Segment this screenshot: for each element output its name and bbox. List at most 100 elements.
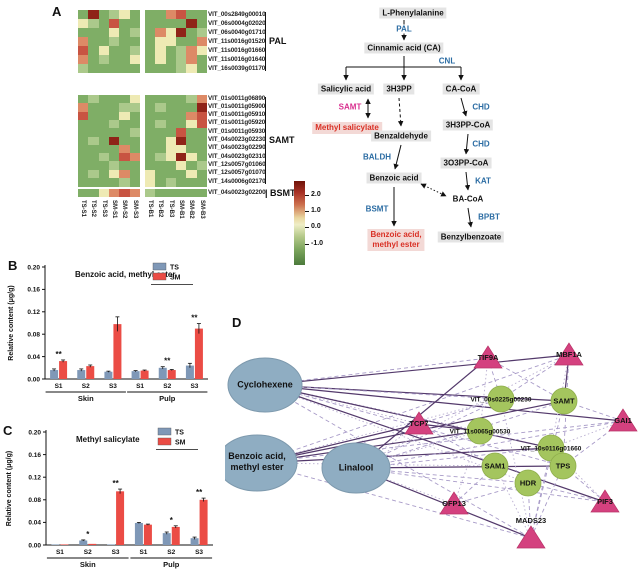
heatmap-cell: [119, 144, 131, 154]
heatmap-cell: [98, 189, 110, 198]
heatmap-cell: [165, 28, 177, 38]
heatmap-cell: [196, 144, 208, 154]
heatmap-cell: [78, 55, 89, 65]
bar-TS-S2: [158, 367, 167, 379]
x-category-label: S2: [82, 383, 90, 390]
network-edge: [355, 465, 564, 469]
enzyme-label-cnl: CNL: [437, 56, 457, 66]
network-edge: [562, 465, 606, 503]
network-edge: [264, 384, 552, 449]
heatmap-cell: [109, 103, 120, 112]
metabolite-bame: Benzoic acid, methyl ester: [367, 229, 425, 251]
heatmap-cell: [129, 144, 141, 154]
heatmap-cell: [109, 64, 120, 74]
network-label-bame: Benzoic acid,: [228, 451, 286, 461]
network-edge: [264, 384, 532, 539]
pathway-diagram: L-Phenylalanine Cinnamic acid (CA) Salicyl…: [312, 0, 639, 260]
heatmap-cell: [186, 178, 198, 187]
heatmap-cell: [78, 37, 89, 47]
network-label-mbf1a: MBF1A: [556, 350, 582, 359]
heatmap-cell: [186, 111, 198, 121]
heatmap-cell: [109, 28, 120, 38]
gene-id-label: VIT_11s0016g01640: [208, 55, 266, 63]
x-category-label: S2: [84, 549, 92, 556]
heatmap-cell: [145, 128, 156, 137]
heatmap-cell: [165, 189, 177, 198]
heatmap-cell: [196, 64, 208, 74]
heatmap-cell: [119, 189, 131, 198]
heatmap-cell: [88, 189, 100, 198]
heatmap-cell: [186, 189, 198, 198]
network-edge: [530, 400, 565, 539]
heatmap-cell: [196, 119, 208, 129]
heatmap-cell: [165, 64, 177, 74]
heatmap-cell: [196, 136, 208, 146]
network-node-tif9a: [473, 345, 503, 369]
heatmap-cell: [165, 153, 177, 162]
heatmap-cell: [129, 128, 141, 137]
heatmap-cell: [88, 55, 100, 65]
heatmap-cell: [119, 178, 131, 187]
enzyme-label-bsmt: BSMT: [364, 204, 390, 214]
heatmap-cell: [165, 128, 177, 137]
x-category-label: S1: [136, 383, 144, 390]
heatmap-cell: [165, 111, 177, 121]
group-bracket: [265, 97, 266, 185]
significance-mark: *: [170, 516, 174, 525]
network-edge: [256, 420, 624, 464]
gene-id-label: VIT_11s0016g01660: [208, 46, 266, 54]
heatmap-cell: [78, 153, 89, 162]
bar-chart-B: 0.00 0.04 0.08 0.12 0.16 0.20 Relative content…: [8, 262, 208, 403]
heatmap-cell: [155, 178, 167, 187]
heatmap-cell: [165, 46, 177, 56]
network-label-v10: VIT_10s0116g01660: [521, 446, 582, 453]
legend-swatch-SM: [152, 272, 167, 281]
heatmap-cell: [78, 178, 89, 187]
heatmap-cell: [145, 95, 156, 104]
heatmap-cell: [176, 103, 187, 112]
heatmap-cell: [98, 144, 110, 154]
pathway-arrow: [460, 97, 468, 117]
y-tick-label: 0.00: [27, 376, 40, 383]
heatmap-cell: [176, 119, 187, 129]
heatmap-cell: [145, 19, 156, 29]
heatmap-cell: [186, 46, 198, 56]
y-tick-label: 0.20: [27, 264, 40, 271]
network-label-linalool: Linalool: [339, 463, 374, 473]
network-node-v11: [466, 417, 494, 445]
network-panel: Cyclohexene Benzoic acid, methyl ester Lina…: [225, 312, 639, 579]
heatmap-cell: [176, 189, 187, 198]
heatmap-cell: [145, 103, 156, 112]
bar-TS-S1: [134, 522, 143, 545]
pathway-arrow: [464, 171, 471, 191]
metabolite-sa: Salicylic acid: [317, 83, 375, 95]
network-node-tcp7: [404, 411, 434, 435]
heatmap-cell: [145, 161, 156, 171]
x-category-label: S2: [167, 549, 175, 556]
heatmap-cell: [78, 10, 89, 20]
heatmap-cell: [176, 144, 187, 154]
heatmap-cell: [145, 136, 156, 146]
metabolite-phe: L-Phenylalanine: [379, 7, 447, 19]
enzyme-label-pal: PAL: [395, 24, 413, 34]
pathway-arrow: [420, 183, 447, 197]
heatmap-cell: [98, 111, 110, 121]
heatmap-cell: [98, 161, 110, 171]
heatmap-cell: [129, 10, 141, 20]
heatmap-col-label: SM-S1: [111, 200, 118, 219]
panel-b-label: B: [8, 258, 18, 273]
gene-id-label: VIT_06s0040g01710: [208, 28, 266, 36]
heatmap-cell: [145, 153, 156, 162]
y-tick-label: 0.08: [27, 332, 40, 339]
metabolite-ms: Methyl salicylate: [312, 122, 382, 134]
heatmap-cell: [129, 178, 141, 187]
network-edge: [355, 420, 624, 469]
heatmap-cell: [196, 46, 208, 56]
heatmap-colorbar: 2.0 1.0 0.0 -1.0: [294, 181, 339, 276]
heatmap-cell: [129, 136, 141, 146]
heatmap-col-label: SM-S2: [121, 200, 128, 219]
panel-a-label: A: [52, 4, 62, 19]
heatmap-cell: [155, 37, 167, 47]
gene-id-label: VIT_06s0004g02020: [208, 19, 266, 27]
gene-id-label: VIT_00s2849g00010: [208, 10, 266, 18]
